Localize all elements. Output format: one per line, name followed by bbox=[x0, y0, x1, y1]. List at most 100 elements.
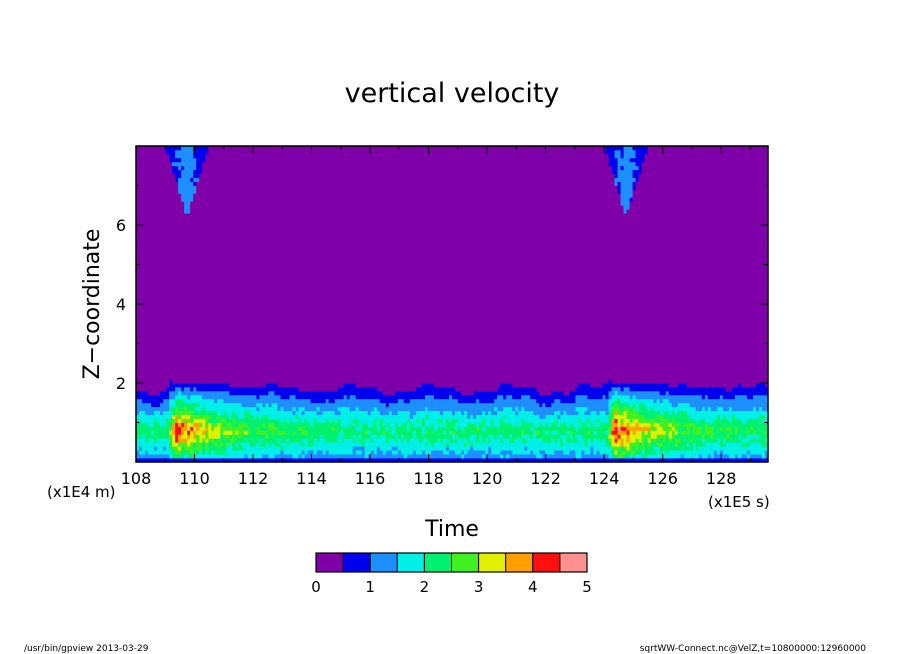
heatmap-cell bbox=[142, 296, 146, 301]
heatmap-cell bbox=[154, 315, 158, 321]
heatmap-cell bbox=[142, 189, 146, 194]
heatmap-cell bbox=[154, 288, 158, 293]
heatmap-cell bbox=[160, 331, 164, 336]
heatmap-cell bbox=[217, 422, 221, 427]
heatmap-cell bbox=[253, 454, 257, 459]
heatmap-cell bbox=[274, 363, 278, 368]
heatmap-cell bbox=[184, 189, 188, 194]
heatmap-cell bbox=[295, 280, 299, 285]
heatmap-cell bbox=[319, 189, 323, 194]
heatmap-cell bbox=[151, 426, 155, 431]
heatmap-cell bbox=[211, 335, 215, 340]
heatmap-cell bbox=[298, 454, 302, 459]
heatmap-cell bbox=[184, 383, 188, 388]
heatmap-cell bbox=[280, 371, 284, 376]
heatmap-cell bbox=[268, 205, 272, 210]
heatmap-cell bbox=[235, 442, 239, 447]
heatmap-cell bbox=[268, 442, 272, 447]
heatmap-cell bbox=[205, 185, 209, 190]
heatmap-cell bbox=[235, 244, 239, 250]
heatmap-cell bbox=[172, 189, 176, 194]
heatmap-cell bbox=[214, 426, 218, 431]
heatmap-cell bbox=[232, 454, 236, 459]
heatmap-cell bbox=[145, 311, 149, 317]
heatmap-cell bbox=[208, 189, 212, 194]
heatmap-cell bbox=[145, 422, 149, 427]
heatmap-cell bbox=[196, 292, 200, 297]
heatmap-cell bbox=[139, 394, 143, 400]
heatmap-cell bbox=[289, 355, 293, 360]
heatmap-cell bbox=[310, 410, 314, 415]
heatmap-cell bbox=[301, 398, 305, 404]
heatmap-cell bbox=[250, 351, 254, 356]
heatmap-cell bbox=[256, 398, 260, 404]
heatmap-cell bbox=[145, 280, 149, 285]
heatmap-cell bbox=[298, 343, 302, 348]
heatmap-cell bbox=[136, 450, 140, 455]
heatmap-cell bbox=[253, 193, 257, 198]
heatmap-cell bbox=[295, 422, 299, 427]
heatmap-cell bbox=[250, 217, 254, 222]
heatmap-cell bbox=[142, 335, 146, 340]
heatmap-cell bbox=[232, 359, 236, 364]
heatmap-cell bbox=[184, 161, 188, 167]
heatmap-cell bbox=[283, 181, 287, 186]
heatmap-cell bbox=[223, 221, 227, 226]
heatmap-cell bbox=[142, 383, 146, 388]
heatmap-cell bbox=[304, 339, 308, 344]
heatmap-cell bbox=[295, 221, 299, 226]
heatmap-cell bbox=[247, 383, 251, 388]
heatmap-cell bbox=[205, 284, 209, 289]
heatmap-cell bbox=[229, 442, 233, 447]
heatmap-cell bbox=[178, 410, 182, 415]
heatmap-cell bbox=[298, 458, 302, 463]
heatmap-cell bbox=[316, 355, 320, 360]
heatmap-cell bbox=[226, 256, 230, 261]
heatmap-cell bbox=[289, 244, 293, 250]
heatmap-cell bbox=[265, 351, 269, 356]
heatmap-cell bbox=[178, 335, 182, 340]
heatmap-cell bbox=[307, 390, 311, 396]
heatmap-cell bbox=[214, 307, 218, 313]
heatmap-cell bbox=[178, 351, 182, 356]
heatmap-cell bbox=[226, 217, 230, 222]
heatmap-cell bbox=[208, 430, 212, 435]
heatmap-cell bbox=[178, 339, 182, 344]
heatmap-cell bbox=[232, 446, 236, 451]
heatmap-cell bbox=[172, 209, 176, 214]
heatmap-cell bbox=[178, 446, 182, 451]
heatmap-cell bbox=[166, 244, 170, 250]
heatmap-cell bbox=[250, 209, 254, 214]
heatmap-cell bbox=[244, 304, 248, 309]
heatmap-cell bbox=[187, 402, 191, 408]
heatmap-cell bbox=[223, 410, 227, 415]
heatmap-cell bbox=[238, 149, 242, 155]
heatmap-cell bbox=[319, 386, 323, 392]
heatmap-cell bbox=[310, 458, 314, 463]
heatmap-cell bbox=[214, 149, 218, 155]
heatmap-cell bbox=[196, 165, 200, 171]
heatmap-cell bbox=[259, 347, 263, 352]
heatmap-cell bbox=[184, 236, 188, 242]
heatmap-cell bbox=[319, 268, 323, 273]
heatmap-cell bbox=[244, 442, 248, 447]
heatmap-cell bbox=[193, 379, 197, 384]
heatmap-cell bbox=[259, 228, 263, 234]
heatmap-cell bbox=[178, 315, 182, 321]
heatmap-cell bbox=[280, 327, 284, 333]
heatmap-cell bbox=[307, 232, 311, 238]
heatmap-cell bbox=[241, 394, 245, 400]
heatmap-cell bbox=[322, 430, 326, 435]
heatmap-cell bbox=[220, 193, 224, 198]
heatmap-cell bbox=[205, 335, 209, 340]
heatmap-cell bbox=[139, 343, 143, 348]
heatmap-cell bbox=[199, 402, 203, 408]
heatmap-cell bbox=[229, 232, 233, 238]
heatmap-cell bbox=[217, 390, 221, 396]
heatmap-cell bbox=[193, 311, 197, 317]
heatmap-cell bbox=[283, 351, 287, 356]
heatmap-cell bbox=[241, 232, 245, 238]
heatmap-cell bbox=[313, 264, 317, 269]
heatmap-cell bbox=[226, 169, 230, 175]
heatmap-cell bbox=[283, 268, 287, 273]
